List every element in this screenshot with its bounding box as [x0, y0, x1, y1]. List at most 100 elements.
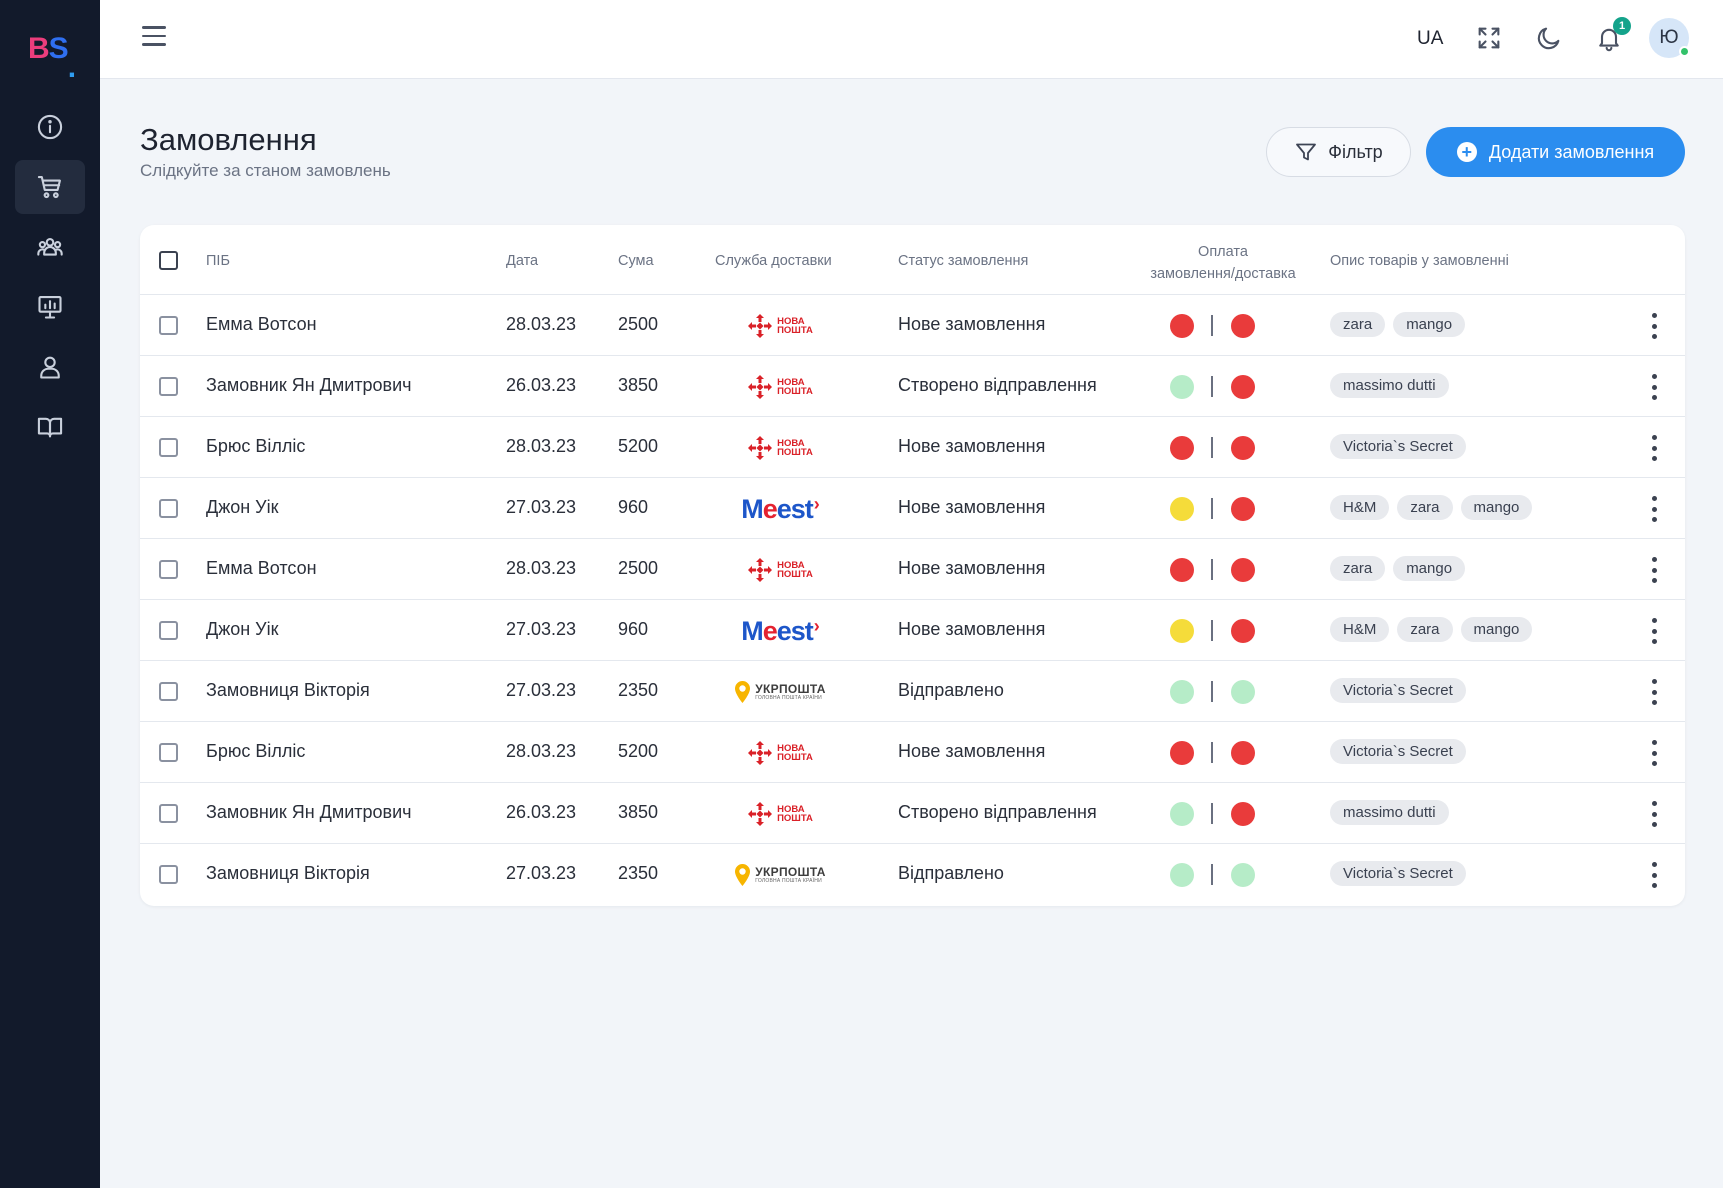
row-actions-menu-icon[interactable]: [1650, 313, 1658, 339]
filter-button-label: Фільтр: [1328, 141, 1383, 162]
row-actions-menu-icon[interactable]: [1650, 496, 1658, 522]
table-row[interactable]: Емма Вотсон 28.03.23 2500 НОВА ПОШТА Нове зам…: [140, 539, 1685, 600]
order-date: 27.03.23: [506, 863, 577, 883]
order-date: 28.03.23: [506, 436, 577, 456]
payment-status-dot: [1170, 497, 1194, 521]
status-divider: [1211, 376, 1213, 397]
avatar[interactable]: Ю: [1649, 18, 1690, 58]
row-checkbox[interactable]: [159, 316, 178, 335]
table-row[interactable]: Джон Уік 27.03.23 960 Meest› Нове замовлення…: [140, 478, 1685, 539]
table-row[interactable]: Брюс Вілліс 28.03.23 5200 НОВА ПОШТА Нове зам…: [140, 722, 1685, 783]
language-switch[interactable]: UA: [1417, 28, 1444, 49]
sidebar-item-info[interactable]: [15, 100, 85, 154]
customer-name: Брюс Вілліс: [206, 436, 306, 456]
product-tag[interactable]: massimo dutti: [1330, 373, 1449, 398]
product-tag[interactable]: mango: [1460, 495, 1533, 520]
product-tag[interactable]: mango: [1393, 312, 1466, 337]
order-status: Нове замовлення: [898, 558, 1046, 578]
sidebar-item-analytics[interactable]: [15, 280, 85, 334]
product-tag[interactable]: mango: [1393, 556, 1466, 581]
table-row[interactable]: Брюс Вілліс 28.03.23 5200 НОВА ПОШТА Нове зам…: [140, 417, 1685, 478]
product-tag[interactable]: Victoria`s Secret: [1330, 739, 1466, 764]
row-checkbox[interactable]: [159, 682, 178, 701]
meest-logo: Meest›: [741, 493, 820, 524]
sidebar-item-docs[interactable]: [15, 400, 85, 454]
row-checkbox[interactable]: [159, 804, 178, 823]
row-actions-menu-icon[interactable]: [1650, 862, 1658, 888]
table-row[interactable]: Замовниця Вікторія 27.03.23 2350 УКРПОШТА ГО…: [140, 661, 1685, 722]
row-actions-menu-icon[interactable]: [1650, 557, 1658, 583]
table-row[interactable]: Джон Уік 27.03.23 960 Meest› Нове замовлення…: [140, 600, 1685, 661]
product-tag[interactable]: zara: [1397, 617, 1453, 642]
status-divider: [1211, 803, 1213, 824]
column-header-name[interactable]: ПІБ: [206, 253, 230, 269]
product-tag[interactable]: Victoria`s Secret: [1330, 678, 1466, 703]
add-order-button[interactable]: + Додати замовлення: [1426, 127, 1685, 177]
status-divider: [1211, 437, 1213, 458]
row-checkbox[interactable]: [159, 438, 178, 457]
notifications-button[interactable]: 1: [1593, 17, 1631, 54]
column-header-status[interactable]: Статус замовлення: [898, 253, 1029, 269]
column-header-sum[interactable]: Сума: [618, 253, 654, 269]
product-tag[interactable]: H&M: [1330, 495, 1390, 520]
order-sum: 2350: [618, 863, 659, 883]
table-row[interactable]: Емма Вотсон 28.03.23 2500 НОВА ПОШТА Нове зам…: [140, 295, 1685, 356]
table-row[interactable]: Замовниця Вікторія 27.03.23 2350 УКРПОШТА ГО…: [140, 844, 1685, 905]
delivery-service: Meest›: [725, 614, 835, 648]
product-tag[interactable]: zara: [1330, 556, 1386, 581]
sidebar: BS.: [0, 0, 100, 1188]
avatar-initial: Ю: [1659, 27, 1679, 48]
topbar: UA 1 Ю: [100, 0, 1723, 79]
order-status: Нове замовлення: [898, 619, 1046, 639]
table-row[interactable]: Замовник Ян Дмитрович 26.03.23 3850 НОВА ПОШ…: [140, 783, 1685, 844]
delivery-service: НОВА ПОШТА: [725, 431, 835, 465]
customer-name: Емма Вотсон: [206, 558, 317, 578]
column-header-delivery[interactable]: Служба доставки: [715, 253, 832, 269]
users-icon: [37, 238, 63, 256]
table-header: ПІБ Дата Сума Служба доставки Статус зам…: [140, 225, 1685, 295]
ukrposhta-pin-icon: [735, 681, 751, 703]
product-tags: Victoria`s Secret: [1330, 434, 1466, 459]
sidebar-item-profile[interactable]: [15, 340, 85, 394]
payment-status-dot: [1170, 558, 1194, 582]
page-title: Замовлення: [140, 122, 317, 157]
brand-logo[interactable]: BS.: [28, 32, 76, 84]
order-status: Створено відправлення: [898, 802, 1097, 822]
product-tag[interactable]: mango: [1460, 617, 1533, 642]
product-tags: zara mango: [1330, 556, 1466, 581]
nova-poshta-logo: НОВА ПОШТА: [747, 740, 813, 766]
customer-name: Замовниця Вікторія: [206, 680, 370, 700]
row-actions-menu-icon[interactable]: [1650, 618, 1658, 644]
order-status: Створено відправлення: [898, 375, 1097, 395]
table-row[interactable]: Замовник Ян Дмитрович 26.03.23 3850 НОВА ПОШ…: [140, 356, 1685, 417]
row-checkbox[interactable]: [159, 499, 178, 518]
product-tag[interactable]: Victoria`s Secret: [1330, 861, 1466, 886]
column-header-payment[interactable]: Оплата замовлення/доставка: [1128, 241, 1318, 285]
menu-toggle-icon[interactable]: [142, 26, 170, 52]
dark-mode-button[interactable]: [1533, 22, 1565, 54]
product-tag[interactable]: zara: [1397, 495, 1453, 520]
row-checkbox[interactable]: [159, 865, 178, 884]
row-checkbox[interactable]: [159, 743, 178, 762]
column-header-items[interactable]: Опис товарів у замовленні: [1330, 253, 1509, 269]
column-header-date[interactable]: Дата: [506, 253, 539, 269]
product-tag[interactable]: massimo dutti: [1330, 800, 1449, 825]
row-checkbox[interactable]: [159, 621, 178, 640]
sidebar-item-clients[interactable]: [15, 220, 85, 274]
row-actions-menu-icon[interactable]: [1650, 374, 1658, 400]
ukrposhta-pin-icon: [735, 864, 751, 886]
row-actions-menu-icon[interactable]: [1650, 801, 1658, 827]
row-actions-menu-icon[interactable]: [1650, 679, 1658, 705]
row-actions-menu-icon[interactable]: [1650, 740, 1658, 766]
product-tag[interactable]: zara: [1330, 312, 1386, 337]
product-tag[interactable]: H&M: [1330, 617, 1390, 642]
row-checkbox[interactable]: [159, 377, 178, 396]
filter-button[interactable]: Фільтр: [1266, 127, 1411, 177]
select-all-checkbox[interactable]: [159, 251, 178, 270]
fullscreen-button[interactable]: [1473, 22, 1505, 54]
row-actions-menu-icon[interactable]: [1650, 435, 1658, 461]
customer-name: Джон Уік: [206, 497, 279, 517]
product-tag[interactable]: Victoria`s Secret: [1330, 434, 1466, 459]
sidebar-item-orders[interactable]: [15, 160, 85, 214]
row-checkbox[interactable]: [159, 560, 178, 579]
